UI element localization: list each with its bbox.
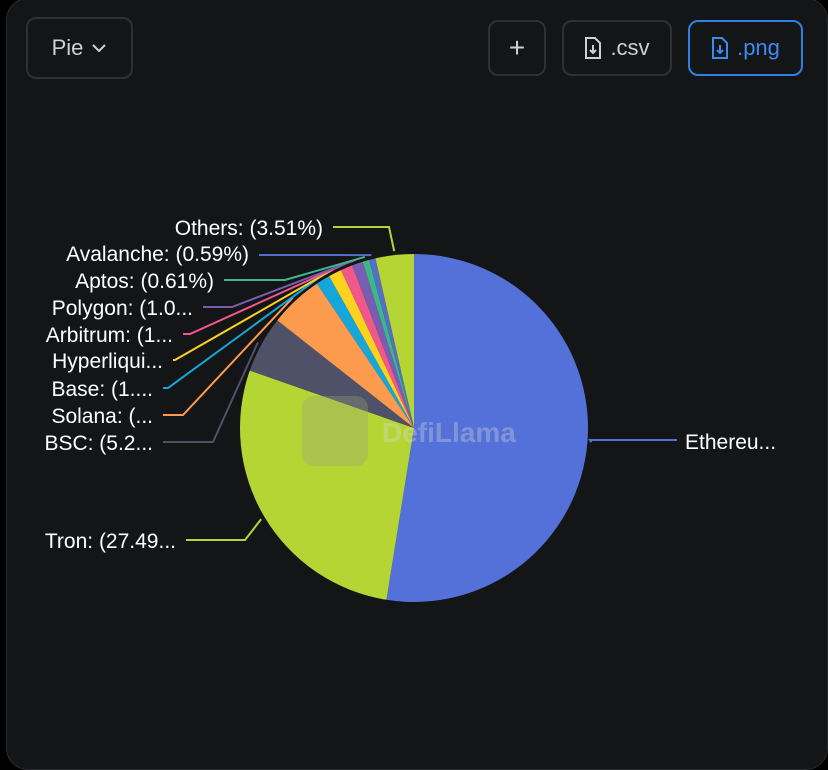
slice-label-ethereum: Ethereu... xyxy=(685,431,776,454)
chevron-down-icon xyxy=(91,43,107,53)
chart-type-value: Pie xyxy=(52,35,84,61)
slice-label-tron: Tron: (27.49... xyxy=(45,530,176,553)
watermark-text: DefiLlama xyxy=(382,417,516,448)
add-label: + xyxy=(509,32,525,64)
png-label: .png xyxy=(737,35,780,61)
download-png-button[interactable]: .png xyxy=(688,20,803,76)
leader-line-tron xyxy=(186,519,261,540)
download-csv-button[interactable]: .csv xyxy=(562,20,672,76)
slice-label-polygon: Polygon: (1.0... xyxy=(52,297,193,320)
slice-label-aptos: Aptos: (0.61%) xyxy=(75,270,214,293)
slice-label-hyperliquid: Hyperliqui... xyxy=(52,350,163,373)
file-download-icon xyxy=(584,37,602,59)
chart-type-select[interactable]: Pie xyxy=(26,17,133,79)
add-button[interactable]: + xyxy=(488,20,546,76)
csv-label: .csv xyxy=(610,35,649,61)
slice-label-base: Base: (1.... xyxy=(51,378,153,401)
slice-label-others: Others: (3.51%) xyxy=(175,217,323,240)
slice-label-bsc: BSC: (5.2... xyxy=(44,432,153,455)
file-download-icon xyxy=(711,37,729,59)
slice-label-avalanche: Avalanche: (0.59%) xyxy=(66,243,249,266)
leader-line-ethereum xyxy=(590,440,677,442)
slice-label-solana: Solana: (... xyxy=(51,405,153,428)
llama-logo-icon xyxy=(302,396,368,466)
leader-line-others xyxy=(333,227,394,251)
slice-label-arbitrum: Arbitrum: (1... xyxy=(46,324,173,347)
